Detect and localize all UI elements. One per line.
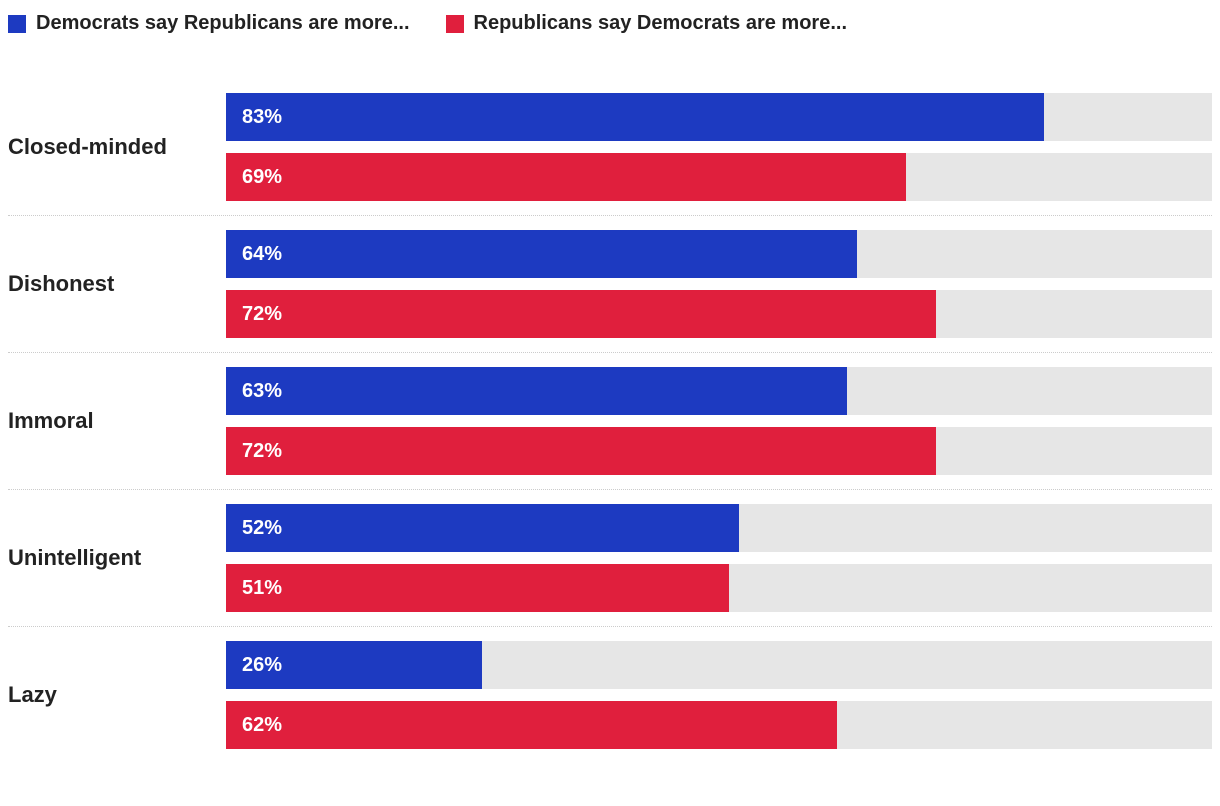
bar-group: 83% 69% xyxy=(226,93,1212,201)
bar-track: 69% xyxy=(226,153,1212,201)
bar-fill-democrats: 63% xyxy=(226,367,847,415)
bar-fill-republicans: 62% xyxy=(226,701,837,749)
bar-track: 83% xyxy=(226,93,1212,141)
chart-row: Closed-minded 83% 69% xyxy=(8,79,1212,215)
category-label: Unintelligent xyxy=(8,504,226,612)
partisan-bar-chart: Closed-minded 83% 69% Dishonest 64% xyxy=(8,79,1212,763)
chart-row: Lazy 26% 62% xyxy=(8,626,1212,763)
bar-value: 62% xyxy=(242,714,282,737)
bar-fill-democrats: 26% xyxy=(226,641,482,689)
category-label: Closed-minded xyxy=(8,93,226,201)
bar-fill-democrats: 83% xyxy=(226,93,1044,141)
bar-value: 83% xyxy=(242,106,282,129)
bar-value: 64% xyxy=(242,243,282,266)
bar-track: 51% xyxy=(226,564,1212,612)
bar-group: 64% 72% xyxy=(226,230,1212,338)
bar-value: 63% xyxy=(242,380,282,403)
bar-value: 69% xyxy=(242,166,282,189)
bar-fill-democrats: 64% xyxy=(226,230,857,278)
bar-track: 72% xyxy=(226,427,1212,475)
bar-fill-republicans: 72% xyxy=(226,290,936,338)
bar-track: 62% xyxy=(226,701,1212,749)
bar-group: 26% 62% xyxy=(226,641,1212,749)
category-label: Immoral xyxy=(8,367,226,475)
bar-fill-republicans: 69% xyxy=(226,153,906,201)
bar-group: 63% 72% xyxy=(226,367,1212,475)
bar-fill-democrats: 52% xyxy=(226,504,739,552)
bar-value: 72% xyxy=(242,303,282,326)
chart-row: Immoral 63% 72% xyxy=(8,352,1212,489)
chart-legend: Democrats say Republicans are more... Re… xyxy=(8,12,1212,35)
bar-track: 26% xyxy=(226,641,1212,689)
chart-row: Unintelligent 52% 51% xyxy=(8,489,1212,626)
chart-row: Dishonest 64% 72% xyxy=(8,215,1212,352)
bar-value: 26% xyxy=(242,654,282,677)
bar-value: 72% xyxy=(242,440,282,463)
bar-track: 64% xyxy=(226,230,1212,278)
bar-track: 52% xyxy=(226,504,1212,552)
category-label: Dishonest xyxy=(8,230,226,338)
bar-group: 52% 51% xyxy=(226,504,1212,612)
bar-track: 72% xyxy=(226,290,1212,338)
legend-label: Democrats say Republicans are more... xyxy=(36,12,410,35)
bar-fill-republicans: 72% xyxy=(226,427,936,475)
category-label: Lazy xyxy=(8,641,226,749)
bar-fill-republicans: 51% xyxy=(226,564,729,612)
legend-label: Republicans say Democrats are more... xyxy=(474,12,848,35)
bar-value: 51% xyxy=(242,577,282,600)
bar-value: 52% xyxy=(242,517,282,540)
bar-track: 63% xyxy=(226,367,1212,415)
legend-item: Republicans say Democrats are more... xyxy=(446,12,848,35)
legend-item: Democrats say Republicans are more... xyxy=(8,12,410,35)
legend-swatch-democrats xyxy=(8,15,26,33)
legend-swatch-republicans xyxy=(446,15,464,33)
